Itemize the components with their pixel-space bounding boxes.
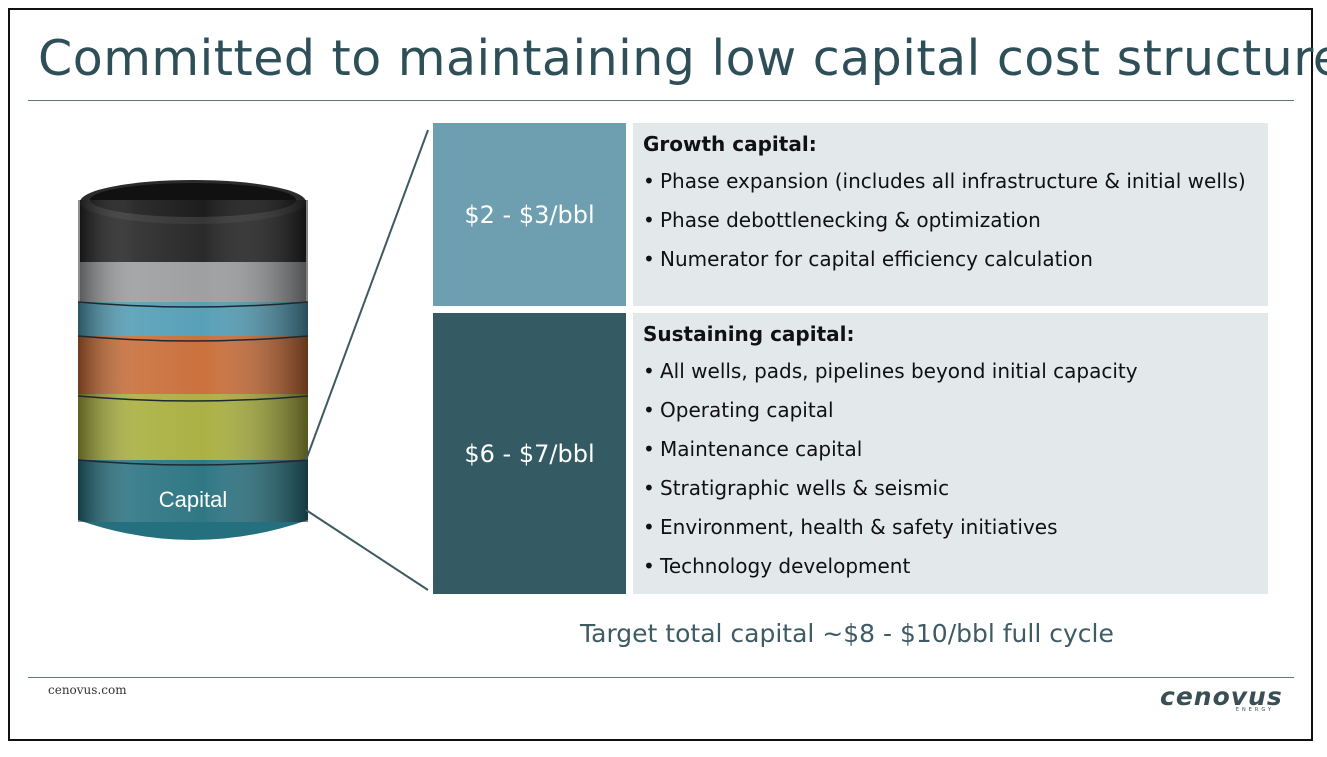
list-item: • Stratigraphic wells & seismic [643, 476, 950, 500]
list-item: • Environment, health & safety initiative… [643, 515, 1058, 539]
list-item: • Technology development [643, 554, 911, 578]
growth-details: Growth capital: • Phase expansion (includ… [633, 123, 1268, 306]
growth-bullet-list: • Phase expansion (includes all infrastru… [643, 169, 1258, 272]
list-item: • All wells, pads, pipelines beyond initi… [643, 359, 1138, 383]
oil-barrel-illustration: Capital [77, 180, 309, 540]
list-item: • Phase expansion (includes all infrastru… [643, 169, 1246, 193]
sustaining-range-box: $6 - $7/bbl [433, 313, 626, 594]
barrel-label: Capital [159, 487, 227, 512]
target-capital-statement: Target total capital ~$8 - $10/bbl full … [580, 619, 1114, 648]
growth-range: $2 - $3/bbl [464, 201, 595, 229]
list-item: • Operating capital [643, 398, 834, 422]
logo-wordmark: cenovus [1160, 682, 1283, 711]
cenovus-logo: cenovus ENERGY [1160, 682, 1282, 716]
barrel-rib [77, 335, 309, 342]
growth-heading: Growth capital: [643, 132, 817, 156]
sustaining-details: Sustaining capital: • All wells, pads, pi… [633, 313, 1268, 594]
title-divider [28, 100, 1294, 101]
sustaining-range: $6 - $7/bbl [464, 440, 595, 468]
slide-frame [8, 8, 1313, 741]
sustaining-heading: Sustaining capital: [643, 322, 855, 346]
barrel-rib [77, 301, 309, 308]
logo-subtext: ENERGY [1235, 707, 1274, 713]
growth-range-box: $2 - $3/bbl [433, 123, 626, 306]
list-item: • Maintenance capital [643, 437, 863, 461]
footer-divider [28, 677, 1294, 678]
slide-title: Committed to maintaining low capital cos… [38, 30, 1327, 87]
barrel-rib [77, 395, 309, 402]
sustaining-bullet-list: • All wells, pads, pipelines beyond initi… [643, 359, 1258, 579]
footer-url: cenovus.com [48, 683, 127, 697]
barrel-rib [77, 459, 309, 466]
list-item: • Phase debottlenecking & optimization [643, 208, 1041, 232]
list-item: • Numerator for capital efficiency calcul… [643, 247, 1093, 271]
barrel-shading [78, 200, 308, 522]
